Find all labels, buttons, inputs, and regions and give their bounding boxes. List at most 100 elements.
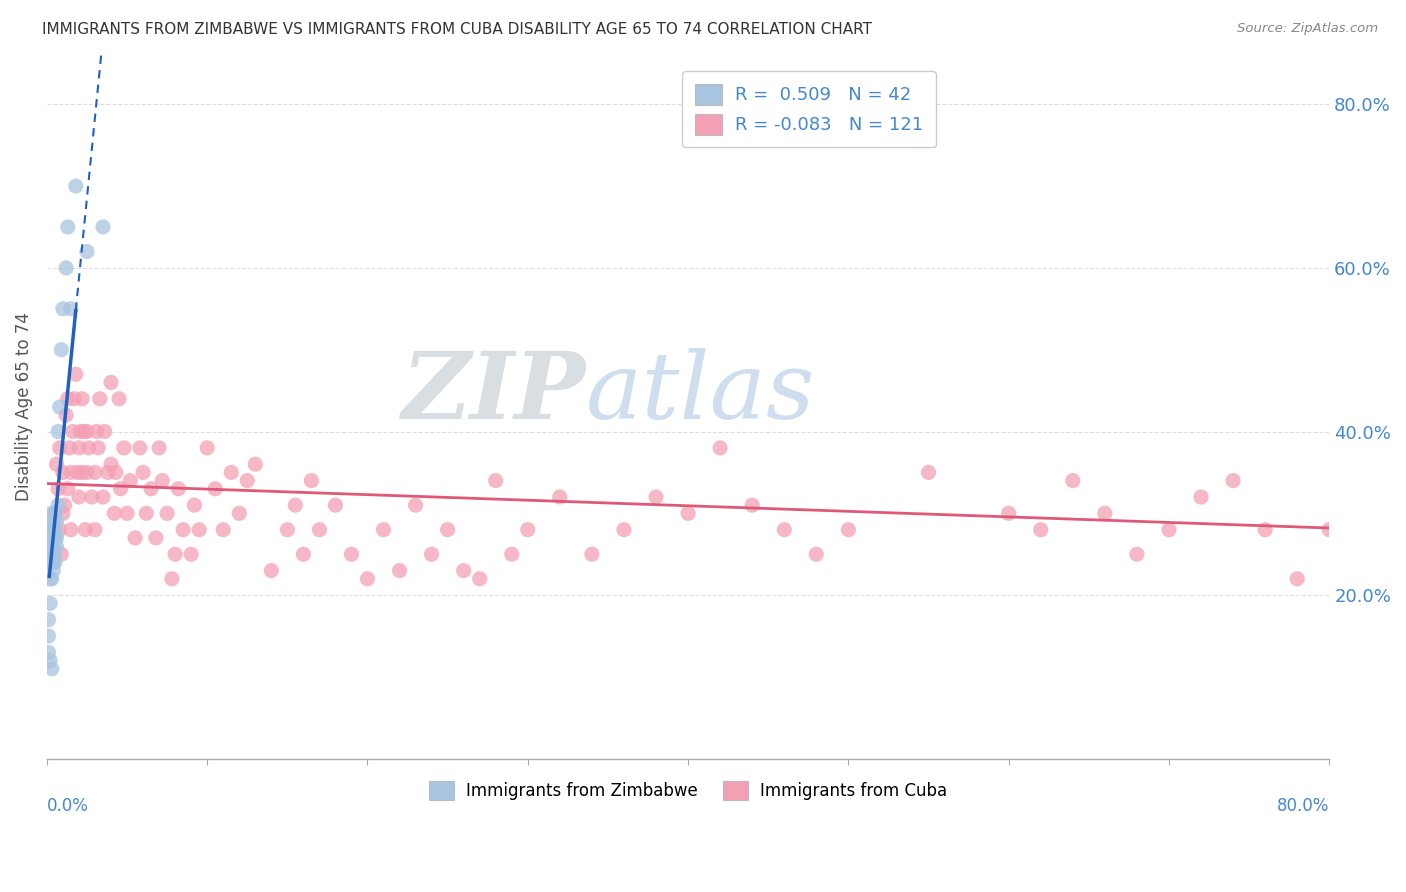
Point <box>195 441 218 455</box>
Point <box>80 490 103 504</box>
Point <box>59 466 82 480</box>
Point <box>39 572 62 586</box>
Point <box>42 556 65 570</box>
Point <box>276 523 298 537</box>
Point <box>453 564 475 578</box>
Point <box>501 547 523 561</box>
Point <box>42 523 65 537</box>
Point <box>45 539 67 553</box>
Point <box>485 474 508 488</box>
Point <box>53 498 76 512</box>
Point <box>39 556 62 570</box>
Point <box>581 547 603 561</box>
Point <box>340 547 363 561</box>
Point <box>773 523 796 537</box>
Point <box>70 392 93 406</box>
Point <box>39 654 62 668</box>
Point <box>103 506 125 520</box>
Point <box>150 474 173 488</box>
Point <box>139 482 162 496</box>
Point <box>120 474 142 488</box>
Point <box>42 539 65 553</box>
Point <box>87 441 110 455</box>
Point <box>41 572 63 586</box>
Point <box>236 474 259 488</box>
Point <box>41 531 63 545</box>
Point <box>1286 572 1309 586</box>
Point <box>44 531 66 545</box>
Point <box>44 556 66 570</box>
Point <box>837 523 859 537</box>
Point <box>204 482 226 496</box>
Point <box>145 531 167 545</box>
Point <box>44 506 66 520</box>
Point <box>51 343 73 357</box>
Point <box>1189 490 1212 504</box>
Point <box>613 523 636 537</box>
Point <box>516 523 538 537</box>
Point <box>56 392 79 406</box>
Point <box>128 441 150 455</box>
Point <box>308 523 330 537</box>
Point <box>45 457 67 471</box>
Point <box>93 425 115 439</box>
Point <box>46 425 69 439</box>
Point <box>741 498 763 512</box>
Text: IMMIGRANTS FROM ZIMBABWE VS IMMIGRANTS FROM CUBA DISABILITY AGE 65 TO 74 CORRELA: IMMIGRANTS FROM ZIMBABWE VS IMMIGRANTS F… <box>42 22 872 37</box>
Point <box>284 498 307 512</box>
Point <box>84 523 107 537</box>
Point <box>56 219 79 234</box>
Point <box>1222 474 1244 488</box>
Point <box>1367 408 1389 422</box>
Point <box>132 466 155 480</box>
Point <box>1254 523 1277 537</box>
Point <box>41 556 63 570</box>
Point <box>172 523 194 537</box>
Point <box>44 523 66 537</box>
Point <box>91 219 114 234</box>
Point <box>52 301 75 316</box>
Point <box>156 506 179 520</box>
Point <box>89 392 111 406</box>
Point <box>1157 523 1180 537</box>
Point <box>299 474 322 488</box>
Point <box>112 441 135 455</box>
Point <box>645 490 668 504</box>
Point <box>325 498 347 512</box>
Point <box>62 425 84 439</box>
Point <box>42 531 65 545</box>
Point <box>70 466 93 480</box>
Point <box>91 490 114 504</box>
Point <box>917 466 939 480</box>
Point <box>183 498 205 512</box>
Point <box>52 506 75 520</box>
Point <box>104 466 127 480</box>
Point <box>67 441 90 455</box>
Point <box>69 425 91 439</box>
Point <box>37 613 59 627</box>
Point <box>188 523 211 537</box>
Point <box>1334 547 1357 561</box>
Point <box>228 506 250 520</box>
Point <box>48 400 70 414</box>
Point <box>42 564 65 578</box>
Point <box>75 523 97 537</box>
Point <box>44 506 66 520</box>
Point <box>436 523 458 537</box>
Point <box>468 572 491 586</box>
Point <box>39 539 62 553</box>
Text: atlas: atlas <box>585 348 815 438</box>
Point <box>165 547 187 561</box>
Point <box>100 457 122 471</box>
Point <box>110 482 132 496</box>
Point <box>76 466 98 480</box>
Point <box>1062 474 1084 488</box>
Point <box>41 547 63 561</box>
Point <box>356 572 378 586</box>
Text: ZIP: ZIP <box>401 348 585 438</box>
Point <box>1094 506 1116 520</box>
Point <box>709 441 731 455</box>
Point <box>59 523 82 537</box>
Point <box>160 572 183 586</box>
Text: Source: ZipAtlas.com: Source: ZipAtlas.com <box>1237 22 1378 36</box>
